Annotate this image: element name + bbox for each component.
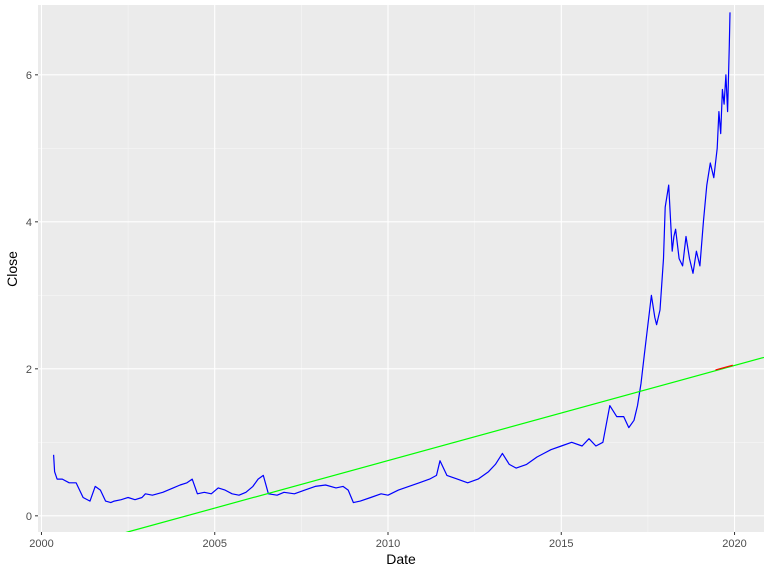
x-axis-title: Date (386, 551, 416, 567)
y-tick-label: 2 (26, 364, 32, 376)
x-tick-label: 2020 (722, 538, 746, 550)
series-line-3 (715, 364, 733, 371)
plot-panel (38, 5, 764, 532)
series-line-1 (53, 12, 731, 504)
x-tick-label: 2015 (549, 538, 573, 550)
y-axis: 0 2 4 6 (26, 70, 38, 523)
y-tick-label: 6 (26, 70, 32, 82)
x-tick-label: 2000 (29, 538, 53, 550)
series-layer (53, 12, 764, 532)
x-tick-label: 2005 (202, 538, 226, 550)
y-axis-title: Close (4, 251, 20, 287)
x-tick-label: 2010 (376, 538, 400, 550)
series-line-2 (125, 356, 764, 532)
minor-gridlines (38, 5, 764, 532)
y-tick-label: 4 (26, 217, 32, 229)
y-tick-label: 0 (26, 511, 32, 523)
x-axis: 2000 2005 2010 2015 2020 (29, 532, 747, 550)
